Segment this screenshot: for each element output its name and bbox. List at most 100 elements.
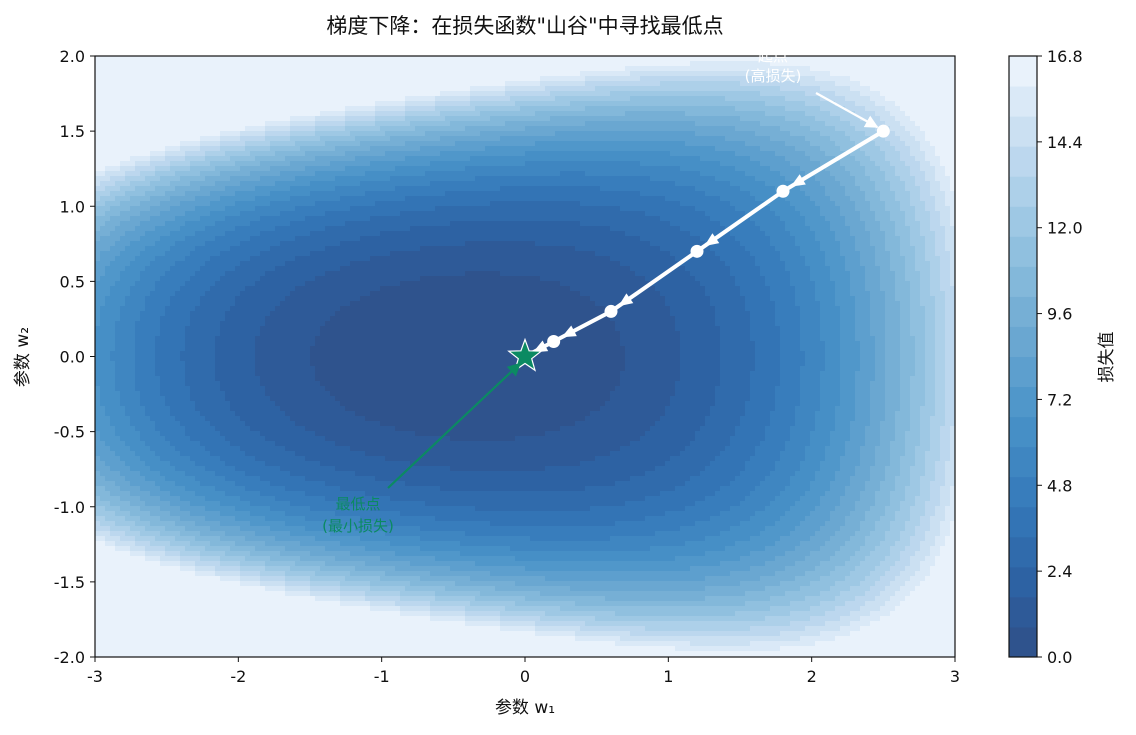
contour-cell [470,86,476,92]
contour-cell [510,156,516,162]
contour-cell [365,136,371,142]
contour-cell [745,131,751,137]
contour-cell [510,86,516,92]
contour-cell [460,141,466,147]
contour-cell [805,111,811,117]
contour-cell [575,111,581,117]
contour-cell [710,81,716,87]
contour-cell [495,91,501,97]
contour-cell [485,116,491,122]
contour-cell [265,136,271,142]
contour-cell [350,181,356,187]
contour-cell [395,196,401,202]
contour-cell [835,91,841,97]
contour-cell [330,151,336,157]
contour-cell [350,186,356,192]
contour-cell [315,176,321,182]
contour-cell [115,101,121,107]
contour-cell [130,56,136,62]
contour-cell [630,56,636,62]
contour-cell [590,131,596,137]
contour-cell [590,101,596,107]
contour-cell [275,166,281,172]
contour-cell [560,76,566,82]
contour-cell [295,71,301,77]
contour-cell [280,156,286,162]
contour-cell [790,136,796,142]
contour-cell [770,141,776,147]
contour-cell [775,196,781,202]
contour-cell [450,61,456,67]
contour-cell [685,186,691,192]
contour-cell [500,121,506,127]
contour-cell [805,196,811,202]
contour-cell [350,141,356,147]
contour-cell [890,136,896,142]
contour-cell [705,191,711,197]
contour-cell [825,186,831,192]
contour-cell [690,61,696,67]
contour-cell [810,146,816,152]
contour-cell [830,166,836,172]
contour-cell [240,81,246,87]
contour-cell [465,171,471,177]
contour-cell [445,101,451,107]
contour-cell [510,186,516,192]
contour-cell [365,171,371,177]
contour-cell [525,181,531,187]
contour-cell [475,161,481,167]
contour-cell [860,101,866,107]
contour-cell [720,176,726,182]
contour-cell [310,106,316,112]
contour-cell [380,131,386,137]
contour-cell [190,131,196,137]
contour-cell [505,181,511,187]
contour-cell [660,161,666,167]
contour-cell [795,141,801,147]
contour-cell [135,166,141,172]
contour-cell [130,136,136,142]
contour-cell [605,126,611,132]
contour-cell [780,81,786,87]
contour-cell [630,106,636,112]
contour-cell [905,151,911,157]
contour-cell [265,86,271,92]
contour-cell [860,66,866,72]
contour-cell [560,141,566,147]
contour-cell [685,106,691,112]
contour-cell [675,81,681,87]
contour-cell [480,96,486,102]
contour-cell [790,146,796,152]
contour-cell [400,126,406,132]
contour-cell [655,146,661,152]
contour-cell [415,91,421,97]
contour-cell [915,121,921,127]
contour-cell [685,181,691,187]
contour-cell [430,56,436,62]
contour-cell [105,61,111,67]
contour-cell [200,116,206,122]
contour-cell [330,161,336,167]
contour-cell [350,166,356,172]
contour-cell [755,66,761,72]
contour-cell [375,166,381,172]
contour-cell [480,81,486,87]
contour-cell [420,136,426,142]
contour-cell [590,56,596,62]
contour-cell [245,61,251,67]
contour-cell [130,191,136,197]
contour-cell [620,151,626,157]
contour-cell [575,156,581,162]
contour-cell [800,116,806,122]
contour-cell [855,116,861,122]
contour-cell [650,171,656,177]
contour-cell [195,116,201,122]
contour-cell [815,141,821,147]
contour-cell [755,91,761,97]
contour-cell [670,161,676,167]
contour-cell [635,191,641,197]
contour-cell [130,161,136,167]
contour-cell [645,156,651,162]
contour-cell [670,171,676,177]
contour-cell [205,66,211,72]
